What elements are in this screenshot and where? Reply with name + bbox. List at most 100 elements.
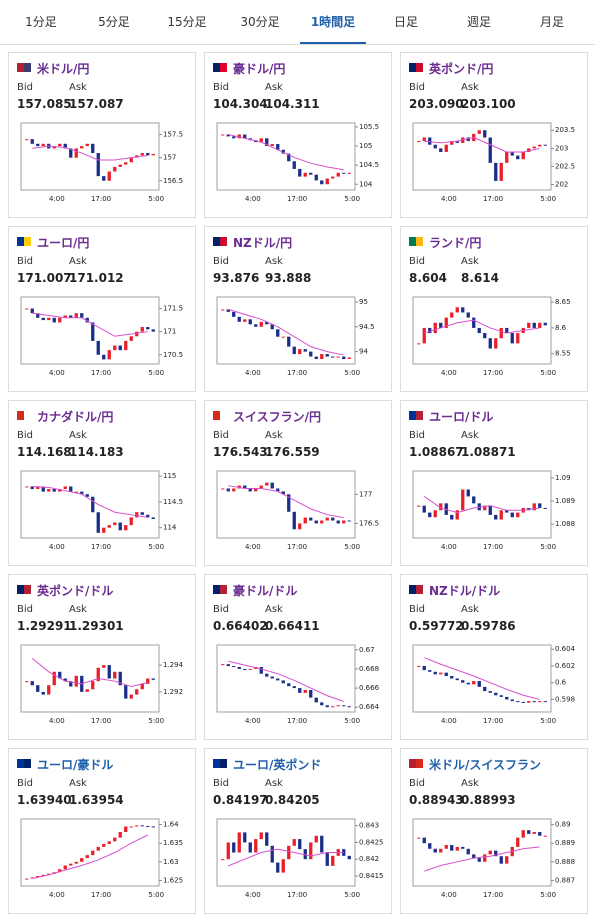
currency-card[interactable]: ユーロ/円 Bid Ask 171.007 171.012 171.5 171 170.5 4:… [8,226,196,392]
candle [69,315,73,318]
x-tick-label: 4:00 [245,195,261,203]
candle [270,482,274,489]
currency-card[interactable]: 米ドル/円 Bid Ask 157.085 157.087 157.5 157 156.5 4:… [8,52,196,218]
candle [151,517,155,519]
candle [303,849,307,860]
currency-card[interactable]: 豪ドル/円 Bid Ask 104.304 104.311 105.5 105 104.5 10… [204,52,392,218]
currency-card[interactable]: スイスフラン/円 Bid Ask 176.543 176.559 177 176.5 4:00… [204,400,392,566]
moving-average [228,485,344,519]
currency-card[interactable]: NZドル/ドル Bid Ask 0.59772 0.59786 0.604 0.602 0.6… [400,574,588,740]
bid-label: Bid [409,430,425,441]
candle [58,869,62,873]
candle [527,148,531,152]
y-tick-label: 177 [359,490,372,498]
candle [320,835,324,853]
candle [342,705,346,707]
ask-label: Ask [265,778,283,789]
tab[interactable]: 週足 [466,15,491,29]
candle [292,686,296,689]
ask-label: Ask [69,256,87,267]
currency-card[interactable]: 米ドル/スイスフラン Bid Ask 0.88943 0.88993 0.89 0.889 0… [400,748,588,914]
candle [510,512,514,518]
x-tick-label: 5:00 [540,369,556,377]
candle [74,313,78,318]
x-tick-label: 4:00 [49,369,65,377]
candle [331,706,335,708]
candle [248,488,252,492]
y-tick-label: 1.63 [163,858,179,866]
tab[interactable]: 1分足 [25,15,57,29]
candle [118,345,122,351]
candle [30,486,34,490]
ask-label: Ask [265,82,283,93]
currency-card[interactable]: ユーロ/ドル Bid Ask 1.08867 1.08871 1.09 1.089 1.088… [400,400,588,566]
ask-value: 0.84205 [265,793,320,807]
y-tick-label: 171 [163,328,176,336]
currency-card[interactable]: 英ポンド/ドル Bid Ask 1.29291 1.29301 1.294 1.292 4:0… [8,574,196,740]
candle [422,665,426,671]
ask-value: 1.29301 [69,619,124,633]
candle [221,664,225,666]
currency-card[interactable]: NZドル/円 Bid Ask 93.876 93.888 95 94.5 94 4:00 17:0… [204,226,392,392]
currency-card[interactable]: 英ポンド/円 Bid Ask 203.090 203.100 203.5 203 202.5 2… [400,52,588,218]
candle [494,162,498,181]
candle [135,331,139,337]
y-tick-label: 104.5 [359,161,379,169]
flag-icon [213,585,227,594]
candle [265,482,269,486]
candle [270,845,274,863]
candle [287,336,291,347]
x-tick-label: 5:00 [540,543,556,551]
candle [521,830,525,838]
candle [118,164,122,167]
flag-icon [409,585,423,594]
tab[interactable]: 15分足 [167,15,207,29]
y-tick-label: 95 [359,298,368,306]
tab[interactable]: 1時間足 [300,0,366,44]
y-tick-label: 114.5 [163,498,183,506]
candle [69,863,73,866]
pair-name: 英ポンド/円 [429,62,494,76]
x-tick-label: 17:00 [287,543,307,551]
candle [347,357,351,360]
candle [325,178,329,185]
candle [80,313,84,318]
currency-card[interactable]: 豪ドル/ドル Bid Ask 0.66402 0.66411 0.67 0.668 0.666… [204,574,392,740]
tab[interactable]: 30分足 [240,15,280,29]
candle [30,308,34,314]
currency-card[interactable]: ユーロ/豪ドル Bid Ask 1.63940 1.63954 1.64 1.635 1.63… [8,748,196,914]
moving-average [32,485,148,518]
y-tick-label: 105 [359,142,372,150]
candle [281,336,285,338]
candle [428,327,432,334]
tab[interactable]: 5分足 [98,15,130,29]
y-tick-label: 1.294 [163,661,184,669]
currency-card[interactable]: ユーロ/英ポンド Bid Ask 0.84197 0.84205 0.843 0.8425 0… [204,748,392,914]
candle [292,346,296,355]
candle [221,859,225,861]
candle [477,681,481,687]
candle [325,705,329,708]
moving-average [228,308,344,356]
candle [151,329,155,332]
x-tick-label: 17:00 [91,543,111,551]
x-tick-label: 5:00 [344,891,360,899]
bid-label: Bid [409,82,425,93]
tab[interactable]: 日足 [393,15,418,29]
currency-card[interactable]: ランド/円 Bid Ask 8.604 8.614 8.65 8.6 8.55 4:00 17:0… [400,226,588,392]
tab[interactable]: 月足 [539,15,564,29]
candle [499,327,503,339]
candle [439,322,443,328]
candle [499,162,503,181]
candle [532,832,536,834]
flag-icon [409,411,423,420]
y-tick-label: 114 [163,524,177,532]
x-tick-label: 4:00 [441,543,457,551]
pair-name: 豪ドル/ドル [233,584,298,598]
candle [450,675,454,679]
ask-value: 203.100 [461,97,516,111]
candle [303,517,307,524]
currency-card[interactable]: カナダドル/円 Bid Ask 114.168 114.183 115 114.5 114 4:… [8,400,196,566]
x-tick-label: 4:00 [245,543,261,551]
candle [25,486,29,488]
